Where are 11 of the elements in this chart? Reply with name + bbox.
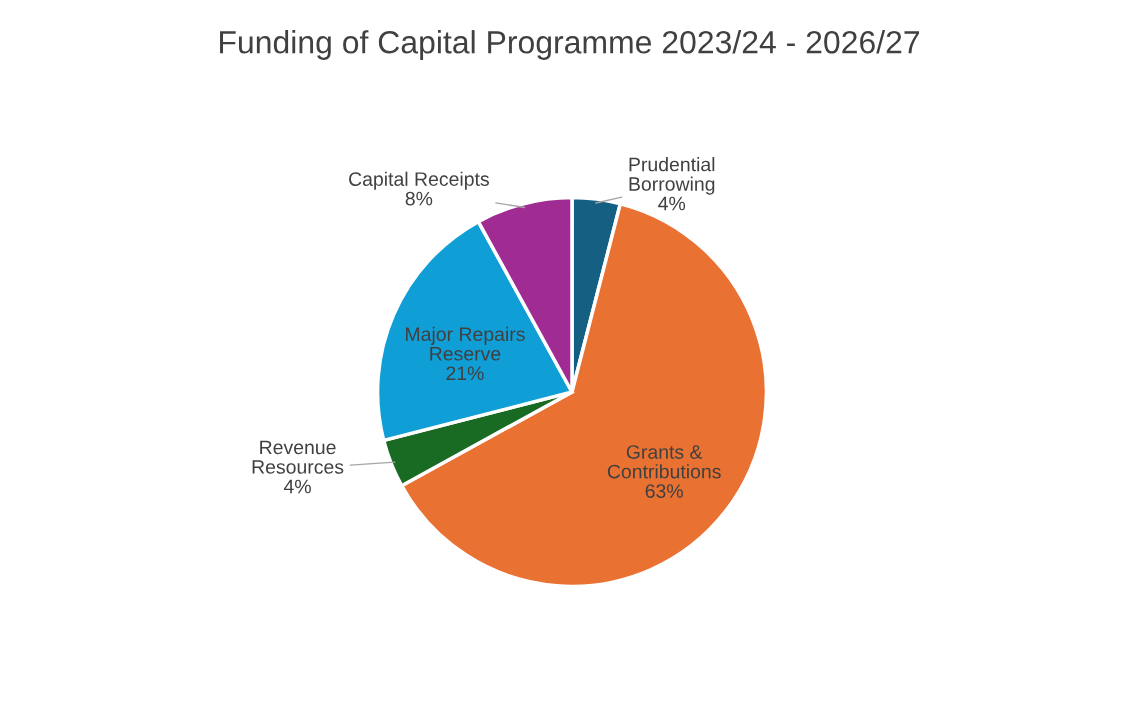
- data-label: 63%: [645, 484, 683, 498]
- chart-title: Funding of Capital Programme 2023/24 - 2026/27: [220, 30, 920, 60]
- slice-label: Prudential Borrowing: [629, 157, 715, 195]
- slice-label: Capital Receipts: [349, 171, 489, 190]
- slice-label: Revenue Resources: [252, 440, 344, 474]
- data-label: 4%: [658, 196, 686, 211]
- data-label: 4%: [283, 479, 311, 494]
- slice-label: Major Repairs Reserve: [406, 326, 525, 361]
- data-label: 21%: [446, 366, 484, 381]
- slice-label: Grants & Contributions: [607, 445, 721, 479]
- data-label: 8%: [405, 191, 433, 206]
